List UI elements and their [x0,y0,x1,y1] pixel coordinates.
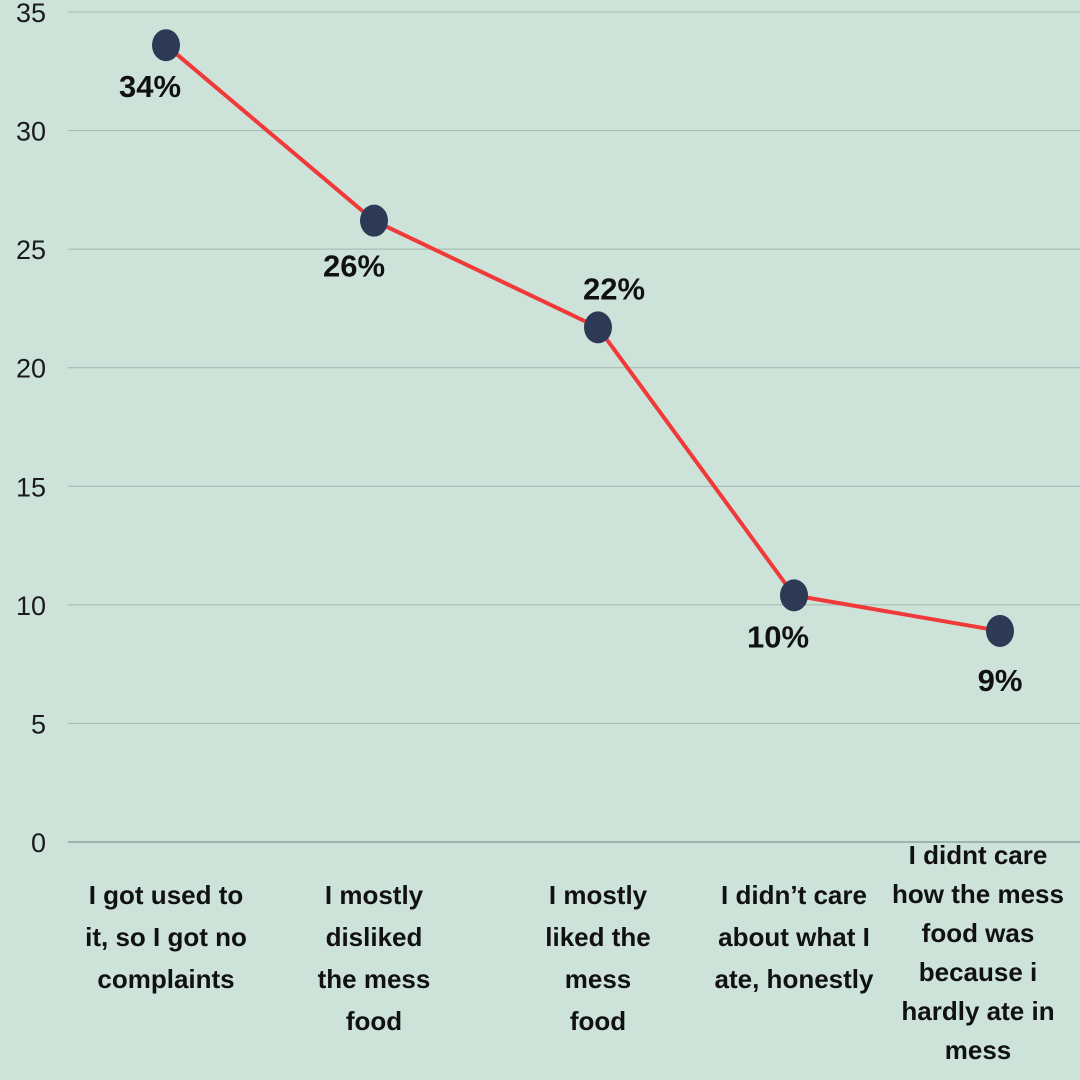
data-label: 26% [323,249,385,284]
x-tick-label: I mostly disliked the mess food [317,880,431,1036]
data-point [780,579,808,612]
y-tick-label: 0 [31,828,46,858]
data-label: 9% [978,663,1023,698]
data-point [584,311,612,344]
y-tick-label: 5 [31,709,46,739]
series-line [164,43,1001,633]
x-tick-label: I mostly liked the mess food [545,880,651,1036]
data-label: 10% [747,619,809,654]
x-tick-label: I didnt care how the mess food was becau… [892,840,1064,1065]
y-axis-ticks: 0 5 10 15 20 25 30 35 [16,0,46,858]
x-tick-label: I didn’t care about what I ate, honestly [714,880,874,994]
y-tick-label: 35 [16,0,46,28]
data-point [986,614,1014,647]
y-tick-label: 25 [16,235,46,265]
data-markers [152,29,1014,647]
data-label: 22% [583,271,645,306]
grid-lines [68,11,1080,724]
y-tick-label: 30 [16,117,46,147]
y-tick-label: 20 [16,354,46,384]
data-label: 34% [119,69,181,104]
data-labels: 34% 26% 22% 10% 9% [119,69,1022,698]
y-tick-label: 15 [16,472,46,502]
data-point [152,29,180,62]
y-tick-label: 10 [16,591,46,621]
data-point [360,204,388,237]
x-tick-label: I got used to it, so I got no complaints [85,880,247,994]
